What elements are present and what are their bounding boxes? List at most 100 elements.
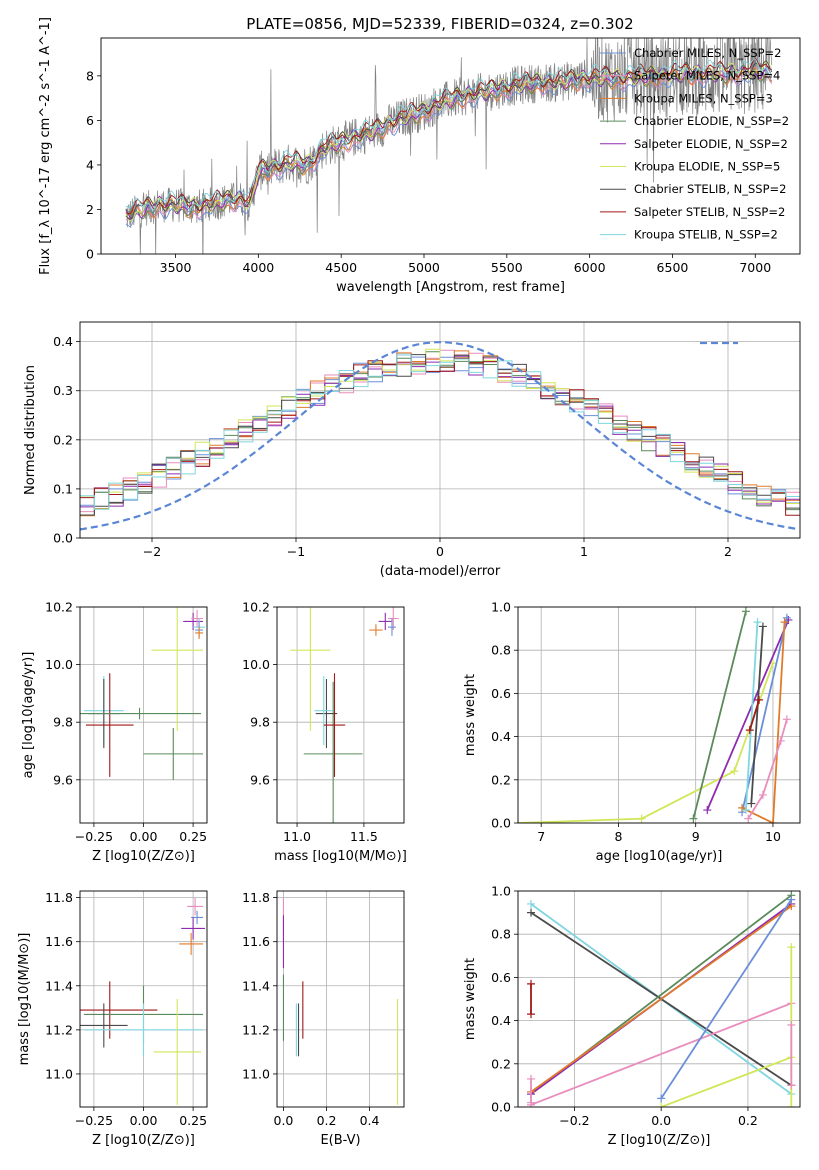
y-tick-label: 0.0 — [491, 816, 511, 831]
y-axis-label: age [log10(age/yr)] — [21, 652, 36, 779]
axes-frame — [79, 606, 208, 824]
y-tick-label: 0.4 — [491, 1013, 511, 1028]
figure-title: PLATE=0856, MJD=52339, FIBERID=0324, z=0… — [246, 15, 633, 33]
mass-weight-marker — [787, 1081, 796, 1090]
axes-frame — [276, 606, 405, 824]
plot-area — [282, 897, 399, 1105]
axes-frame — [79, 890, 208, 1108]
mass-weight-marker — [741, 607, 750, 616]
mass-weight-marker — [657, 1103, 666, 1107]
mass-weight-line — [660, 1056, 792, 1107]
x-axis-label: mass [log10(M/M⊙)] — [274, 849, 407, 864]
mass-weight-marker — [527, 908, 536, 917]
y-tick-label: 0 — [86, 247, 94, 262]
y-tick-label: 11.2 — [242, 1022, 270, 1037]
residual-histogram — [80, 354, 800, 516]
legend-entry: Chabrier MILES, N_SSP=2 — [634, 46, 781, 60]
x-tick-label: 4500 — [325, 260, 357, 275]
axes-frame — [276, 890, 405, 1108]
observed-spectrum-line — [125, 38, 773, 254]
y-tick-label: 0.4 — [491, 729, 511, 744]
gaussian-reference-line — [80, 341, 798, 531]
mass-weight-marker — [527, 1098, 536, 1107]
weight-vs-metallicity-panel: −0.2 0.0 0.2 0.0 0.2 0.4 0.6 0.8 1.0 Z [log10(Z/Z… — [463, 884, 801, 1148]
plot-area — [290, 607, 399, 823]
y-tick-label: 11.4 — [242, 978, 270, 993]
x-tick-label: 0.0 — [274, 1113, 294, 1128]
x-tick-label: 0.2 — [317, 1113, 337, 1128]
model-spectrum-line — [125, 58, 773, 215]
y-tick-label: 2 — [86, 202, 94, 217]
x-tick-label: 9 — [692, 829, 700, 844]
y-tick-label: 11.4 — [45, 978, 73, 993]
x-tick-label: 7000 — [739, 260, 771, 275]
y-axis-label: mass weight — [463, 674, 478, 756]
x-tick-label: 3500 — [160, 260, 192, 275]
y-tick-label: 1.0 — [491, 884, 511, 899]
y-tick-label: 11.0 — [45, 1066, 73, 1081]
mass-weight-marker — [745, 726, 754, 735]
mass-weight-marker — [787, 895, 796, 904]
mass-weight-marker — [753, 618, 762, 627]
residuals-panel: −2 −1 0 1 2 0.0 0.1 0.2 0.3 0.4 (data-model)/error… — [23, 321, 801, 579]
mass-weight-marker — [527, 1074, 536, 1083]
mass-weight-marker — [744, 814, 753, 823]
mass-weight-marker — [637, 814, 646, 823]
legend-entry: Salpeter ELODIE, N_SSP=2 — [634, 137, 788, 151]
y-tick-label: 11.2 — [45, 1022, 73, 1037]
mass-weight-line — [750, 626, 764, 804]
y-tick-label: 0.3 — [53, 383, 73, 398]
y-tick-label: 9.8 — [53, 715, 73, 730]
y-tick-label: 10.0 — [242, 657, 270, 672]
mass-weight-marker — [787, 943, 796, 952]
mass-weight-marker — [527, 1010, 536, 1019]
weight-vs-age-panel: 7 8 9 10 0.0 0.2 0.4 0.6 0.8 1.0 age [log10(age/yr… — [463, 600, 801, 864]
legend-entry: Chabrier STELIB, N_SSP=2 — [634, 182, 786, 196]
mass-weight-line — [747, 719, 788, 820]
mass-weight-marker — [758, 790, 767, 799]
y-tick-label: 0.6 — [491, 970, 511, 985]
legend-entry: Salpeter STELIB, N_SSP=2 — [634, 205, 785, 219]
x-tick-label: 0.2 — [738, 1113, 758, 1128]
y-tick-label: 0.1 — [53, 481, 73, 496]
x-tick-label: 6000 — [574, 260, 606, 275]
x-tick-label: 5500 — [491, 260, 523, 275]
mass-weight-line — [660, 899, 793, 1099]
mass-weight-marker — [787, 1103, 796, 1107]
x-tick-label: 0.0 — [651, 1113, 671, 1128]
x-axis-label: Z [log10(Z/Z⊙)] — [92, 1133, 195, 1148]
y-tick-label: 11.8 — [45, 890, 73, 905]
y-tick-label: 6 — [86, 113, 94, 128]
x-tick-label: 7 — [537, 829, 545, 844]
axes-frame — [100, 37, 801, 255]
mass-weight-line — [706, 619, 790, 811]
legend-entry: Kroupa STELIB, N_SSP=2 — [634, 228, 778, 242]
mass-weight-marker — [730, 767, 739, 776]
plot-area — [125, 38, 773, 254]
x-tick-label: 0.25 — [179, 1113, 207, 1128]
y-tick-label: 0.8 — [491, 927, 511, 942]
x-axis-label: E(B-V) — [320, 1133, 360, 1148]
mass-vs-ebv-panel: 0.0 0.2 0.4 11.0 11.2 11.4 11.6 11.8 E(B-V) — [242, 890, 405, 1148]
plot-area — [527, 891, 796, 1107]
x-tick-label: 0.25 — [179, 829, 207, 844]
mass-weight-marker — [527, 979, 536, 988]
mass-weight-marker — [755, 695, 764, 704]
y-axis-label: Normed distribution — [23, 365, 38, 495]
y-tick-label: 4 — [86, 157, 94, 172]
mass-weight-line — [745, 622, 759, 811]
age-vs-metallicity-panel: −0.25 0.00 0.25 9.6 9.8 10.0 10.2 Z [log10(Z/Z⊙… — [21, 600, 208, 864]
mass-weight-line — [530, 905, 792, 1093]
mass-weight-marker — [782, 613, 791, 622]
axes-frame — [79, 321, 801, 539]
y-axis-label: Flux [f_λ 10^-17 erg cm^-2 s^-1 A^-1] — [38, 17, 53, 275]
y-tick-label: 9.6 — [250, 772, 270, 787]
mass-weight-marker — [689, 814, 698, 823]
x-axis-label: Z [log10(Z/Z⊙)] — [608, 1133, 711, 1148]
legend-entry: Kroupa ELODIE, N_SSP=5 — [634, 160, 780, 174]
x-axis-label: wavelength [Angstrom, rest frame] — [336, 280, 565, 295]
mass-weight-marker — [768, 819, 777, 823]
legend-entry: Salpeter MILES, N_SSP=4 — [634, 69, 780, 83]
